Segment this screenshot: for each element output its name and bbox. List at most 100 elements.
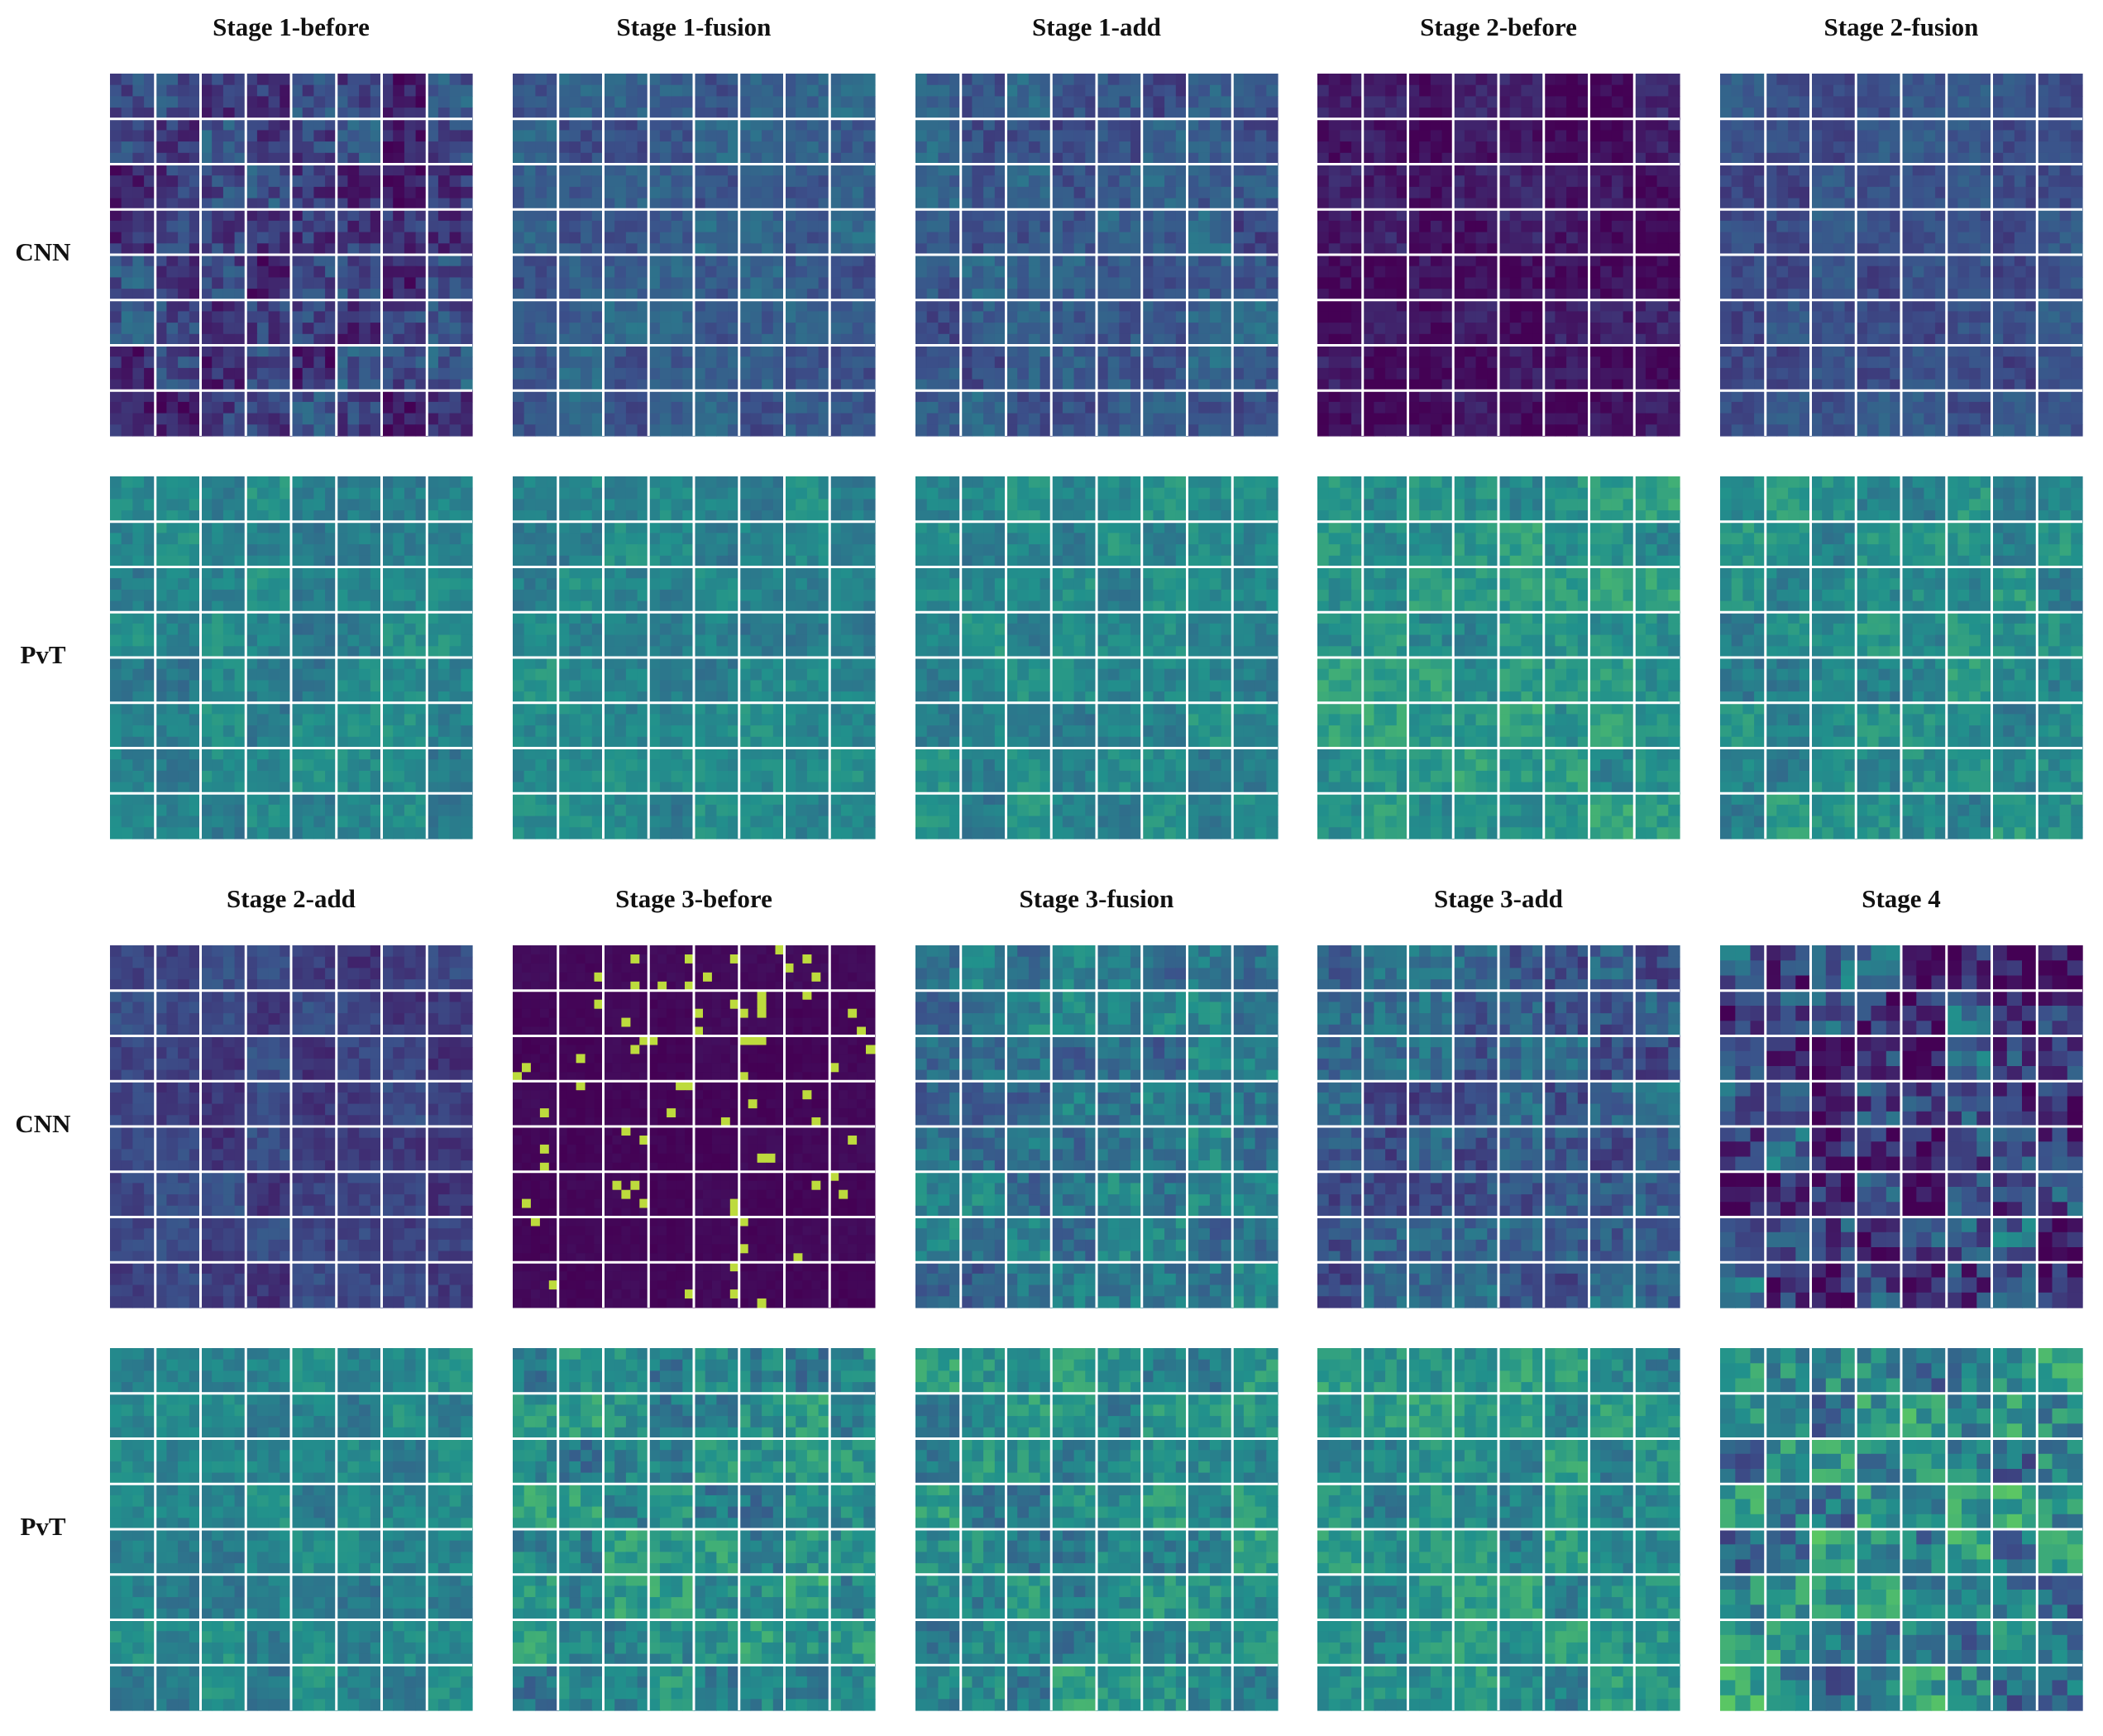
feature-cell <box>189 311 201 323</box>
feature-cell <box>983 153 995 165</box>
feature-cell <box>1232 243 1244 255</box>
feature-cell <box>938 277 949 289</box>
feature-cell <box>1153 175 1164 187</box>
feature-cell <box>1017 243 1029 255</box>
feature-cell <box>1198 153 1210 165</box>
feature-cell <box>1006 209 1018 221</box>
feature-cell <box>1051 153 1063 165</box>
feature-cell <box>1017 221 1029 232</box>
feature-cell <box>1097 277 1108 289</box>
feature-cell <box>347 243 359 255</box>
feature-cell <box>614 346 626 357</box>
feature-cell <box>280 175 291 187</box>
feature-cell <box>535 402 547 414</box>
feature-cell <box>524 255 536 266</box>
feature-cell <box>393 402 404 414</box>
feature-cell <box>370 277 382 289</box>
feature-cell <box>938 153 949 165</box>
feature-cell <box>807 334 819 346</box>
feature-cell <box>303 323 314 334</box>
feature-cell <box>592 390 604 402</box>
feature-cell <box>915 141 927 153</box>
feature-cell <box>1006 243 1018 255</box>
feature-cell <box>450 243 461 255</box>
feature-cell <box>682 414 694 425</box>
feature-cell <box>257 165 269 176</box>
feature-cell <box>280 277 291 289</box>
feature-cell <box>461 311 472 323</box>
feature-cell <box>1051 96 1063 108</box>
feature-cell <box>660 209 672 221</box>
feature-cell <box>1017 232 1029 244</box>
feature-cell <box>393 346 404 357</box>
feature-cell <box>581 209 592 221</box>
feature-cell <box>1074 141 1086 153</box>
feature-cell <box>359 277 370 289</box>
feature-cell <box>796 175 807 187</box>
feature-cell <box>347 221 359 232</box>
feature-cell <box>427 424 438 436</box>
feature-cell <box>1210 74 1221 85</box>
feature-cell <box>1188 130 1199 141</box>
feature-cell <box>1176 232 1188 244</box>
feature-cell <box>427 96 438 108</box>
feature-cell <box>660 346 672 357</box>
feature-cell <box>626 85 638 97</box>
feature-cell <box>132 334 144 346</box>
feature-cell <box>1266 266 1278 278</box>
feature-cell <box>382 300 394 312</box>
feature-cell <box>807 346 819 357</box>
feature-cell <box>450 165 461 176</box>
feature-cell <box>796 243 807 255</box>
feature-cell <box>604 277 615 289</box>
feature-cell <box>915 334 927 346</box>
feature-cell <box>427 74 438 85</box>
feature-cell <box>1198 300 1210 312</box>
feature-cell <box>110 346 122 357</box>
feature-cell <box>626 277 638 289</box>
feature-cell <box>1119 209 1130 221</box>
feature-cell <box>438 243 450 255</box>
feature-cell <box>1232 175 1244 187</box>
feature-cell <box>1232 221 1244 232</box>
feature-cell <box>303 266 314 278</box>
feature-cell <box>269 300 280 312</box>
feature-cell <box>303 424 314 436</box>
feature-cell <box>178 323 189 334</box>
feature-cell <box>1255 96 1267 108</box>
feature-cell <box>535 311 547 323</box>
feature-cell <box>762 323 773 334</box>
feature-cell <box>983 165 995 176</box>
feature-cell <box>201 232 213 244</box>
feature-cell <box>1063 311 1074 323</box>
feature-cell <box>829 175 841 187</box>
feature-cell <box>166 130 178 141</box>
feature-cell <box>682 130 694 141</box>
feature-cell <box>1164 96 1176 108</box>
feature-cell <box>648 424 660 436</box>
feature-cell <box>569 175 581 187</box>
feature-cell <box>359 346 370 357</box>
feature-cell <box>393 130 404 141</box>
feature-cell <box>1097 141 1108 153</box>
feature-cell <box>592 221 604 232</box>
feature-cell <box>1017 346 1029 357</box>
feature-cell <box>201 175 213 187</box>
feature-cell <box>705 130 717 141</box>
feature-cell <box>1153 209 1164 221</box>
feature-cell <box>785 153 796 165</box>
feature-cell <box>110 243 122 255</box>
feature-cell <box>648 221 660 232</box>
feature-cell <box>961 141 973 153</box>
feature-cell <box>359 243 370 255</box>
feature-cell <box>212 130 223 141</box>
feature-cell <box>303 243 314 255</box>
feature-cell <box>524 96 536 108</box>
feature-cell <box>246 221 257 232</box>
feature-cell <box>189 334 201 346</box>
feature-cell <box>246 334 257 346</box>
feature-cell <box>626 153 638 165</box>
feature-cell <box>829 85 841 97</box>
feature-cell <box>524 300 536 312</box>
feature-cell <box>291 414 303 425</box>
